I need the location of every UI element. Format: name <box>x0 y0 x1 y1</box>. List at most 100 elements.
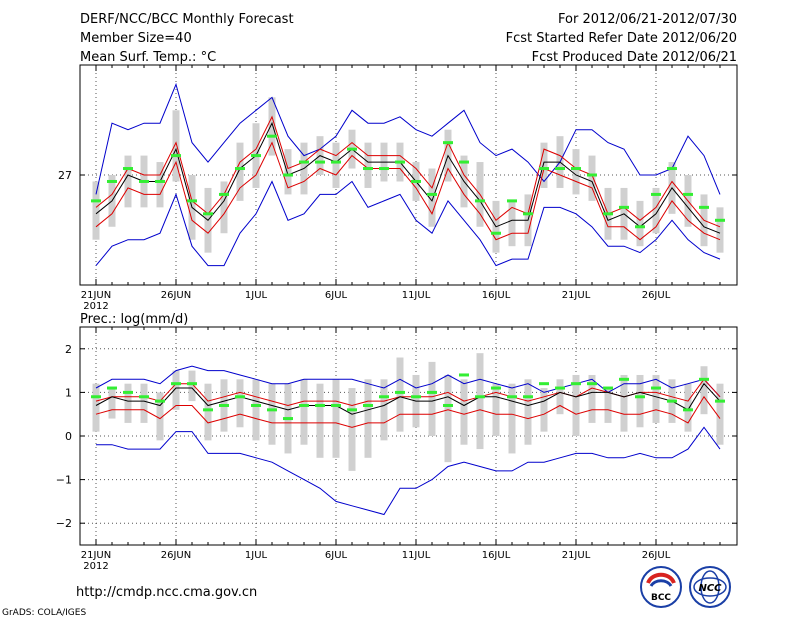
member-marker <box>443 141 453 145</box>
y-tick-label: 27 <box>58 169 72 182</box>
spread-box <box>428 361 436 436</box>
x-tick-label: 21JUL <box>562 550 591 561</box>
member-marker <box>283 417 293 421</box>
x-tick-label: 26JUN <box>161 550 191 561</box>
series-line-mean <box>95 382 721 415</box>
member-marker <box>139 179 149 183</box>
x-tick-label: 26JUL <box>642 550 671 561</box>
spread-box <box>172 110 180 182</box>
member-marker <box>635 395 645 399</box>
precipitation-panel: 21JUN 26JUN 1JUL 6JUL 11JUL 16JUL 21JUL 26JUL20… <box>56 326 738 572</box>
spread-box <box>236 379 244 428</box>
x-tick-label: 21JUL <box>562 290 591 301</box>
spread-box <box>716 383 724 445</box>
spread-box <box>316 383 324 458</box>
member-marker <box>171 382 181 386</box>
spread-box <box>220 181 228 234</box>
member-marker <box>411 395 421 399</box>
spread-box <box>300 379 308 445</box>
member-marker <box>555 386 565 390</box>
member-marker <box>331 160 341 164</box>
member-marker <box>683 408 693 412</box>
spread-box <box>396 357 404 432</box>
member-marker <box>491 386 501 390</box>
spread-box <box>124 383 132 423</box>
series-line-lower <box>95 141 721 241</box>
spread-box <box>444 374 452 463</box>
spread-box <box>92 181 100 240</box>
member-marker <box>459 160 469 164</box>
spread-box <box>588 155 596 201</box>
member-marker <box>699 377 709 381</box>
spread-box <box>636 374 644 428</box>
member-marker <box>107 386 117 390</box>
spread-box <box>636 200 644 247</box>
spread-box <box>540 142 548 188</box>
precip-label: Prec.: log(mm/d) <box>80 312 188 327</box>
member-marker <box>667 167 677 171</box>
spread-box <box>236 142 244 201</box>
member-marker <box>363 167 373 171</box>
x-tick-label: 11JUL <box>402 550 431 561</box>
spread-box <box>700 366 708 415</box>
x-tick-label: 11JUL <box>402 290 431 301</box>
member-size: Member Size=40 <box>80 31 192 46</box>
member-marker <box>619 377 629 381</box>
spread-box <box>332 379 340 458</box>
member-marker <box>235 167 245 171</box>
x-tick-label: 26JUN <box>161 290 191 301</box>
member-marker <box>107 179 117 183</box>
spread-box <box>348 388 356 471</box>
y-tick-label: −2 <box>56 517 72 530</box>
member-marker <box>251 403 261 407</box>
member-marker <box>651 386 661 390</box>
spread-box <box>124 155 132 208</box>
member-marker <box>219 192 229 196</box>
member-marker <box>235 395 245 399</box>
member-marker <box>571 167 581 171</box>
spread-box <box>604 388 612 423</box>
member-marker <box>603 212 613 216</box>
member-marker <box>715 399 725 403</box>
member-marker <box>475 199 485 203</box>
x-tick-label: 21JUN <box>81 290 111 301</box>
member-marker <box>347 408 357 412</box>
member-marker <box>619 205 629 209</box>
spread-box <box>380 379 388 441</box>
spread-box <box>572 149 580 195</box>
spread-box <box>476 353 484 450</box>
member-marker <box>363 403 373 407</box>
member-marker <box>395 160 405 164</box>
x-tick-label: 1JUL <box>245 290 268 301</box>
spread-box <box>284 149 292 195</box>
spread-box <box>204 383 212 441</box>
x-tick-label: 16JUL <box>482 290 511 301</box>
member-marker <box>475 395 485 399</box>
member-marker <box>171 154 181 158</box>
fcst-produced: Fcst Produced Date 2012/06/21 <box>532 50 737 65</box>
spread-box <box>492 383 500 436</box>
member-marker <box>699 205 709 209</box>
member-marker <box>251 154 261 158</box>
source-url: http://cmdp.ncc.cma.gov.cn <box>76 585 257 600</box>
spread-box <box>156 392 164 441</box>
member-marker <box>587 382 597 386</box>
x-tick-label: 1JUL <box>245 550 268 561</box>
member-marker <box>587 173 597 177</box>
spread-box <box>588 374 596 423</box>
spread-box <box>556 379 564 415</box>
member-marker <box>667 399 677 403</box>
series-line-upper <box>95 115 721 228</box>
member-marker <box>187 382 197 386</box>
member-marker <box>715 218 725 222</box>
member-marker <box>523 395 533 399</box>
series-line-max <box>95 365 721 398</box>
member-marker <box>539 167 549 171</box>
member-marker <box>299 403 309 407</box>
variable-label: Mean Surf. Temp.: °C <box>80 50 216 65</box>
y-tick-label: −1 <box>56 474 72 487</box>
y-tick-label: 1 <box>65 386 72 399</box>
member-marker <box>683 192 693 196</box>
ncc-logo-text: NCC <box>698 583 722 594</box>
y-tick-label: 0 <box>65 430 72 443</box>
